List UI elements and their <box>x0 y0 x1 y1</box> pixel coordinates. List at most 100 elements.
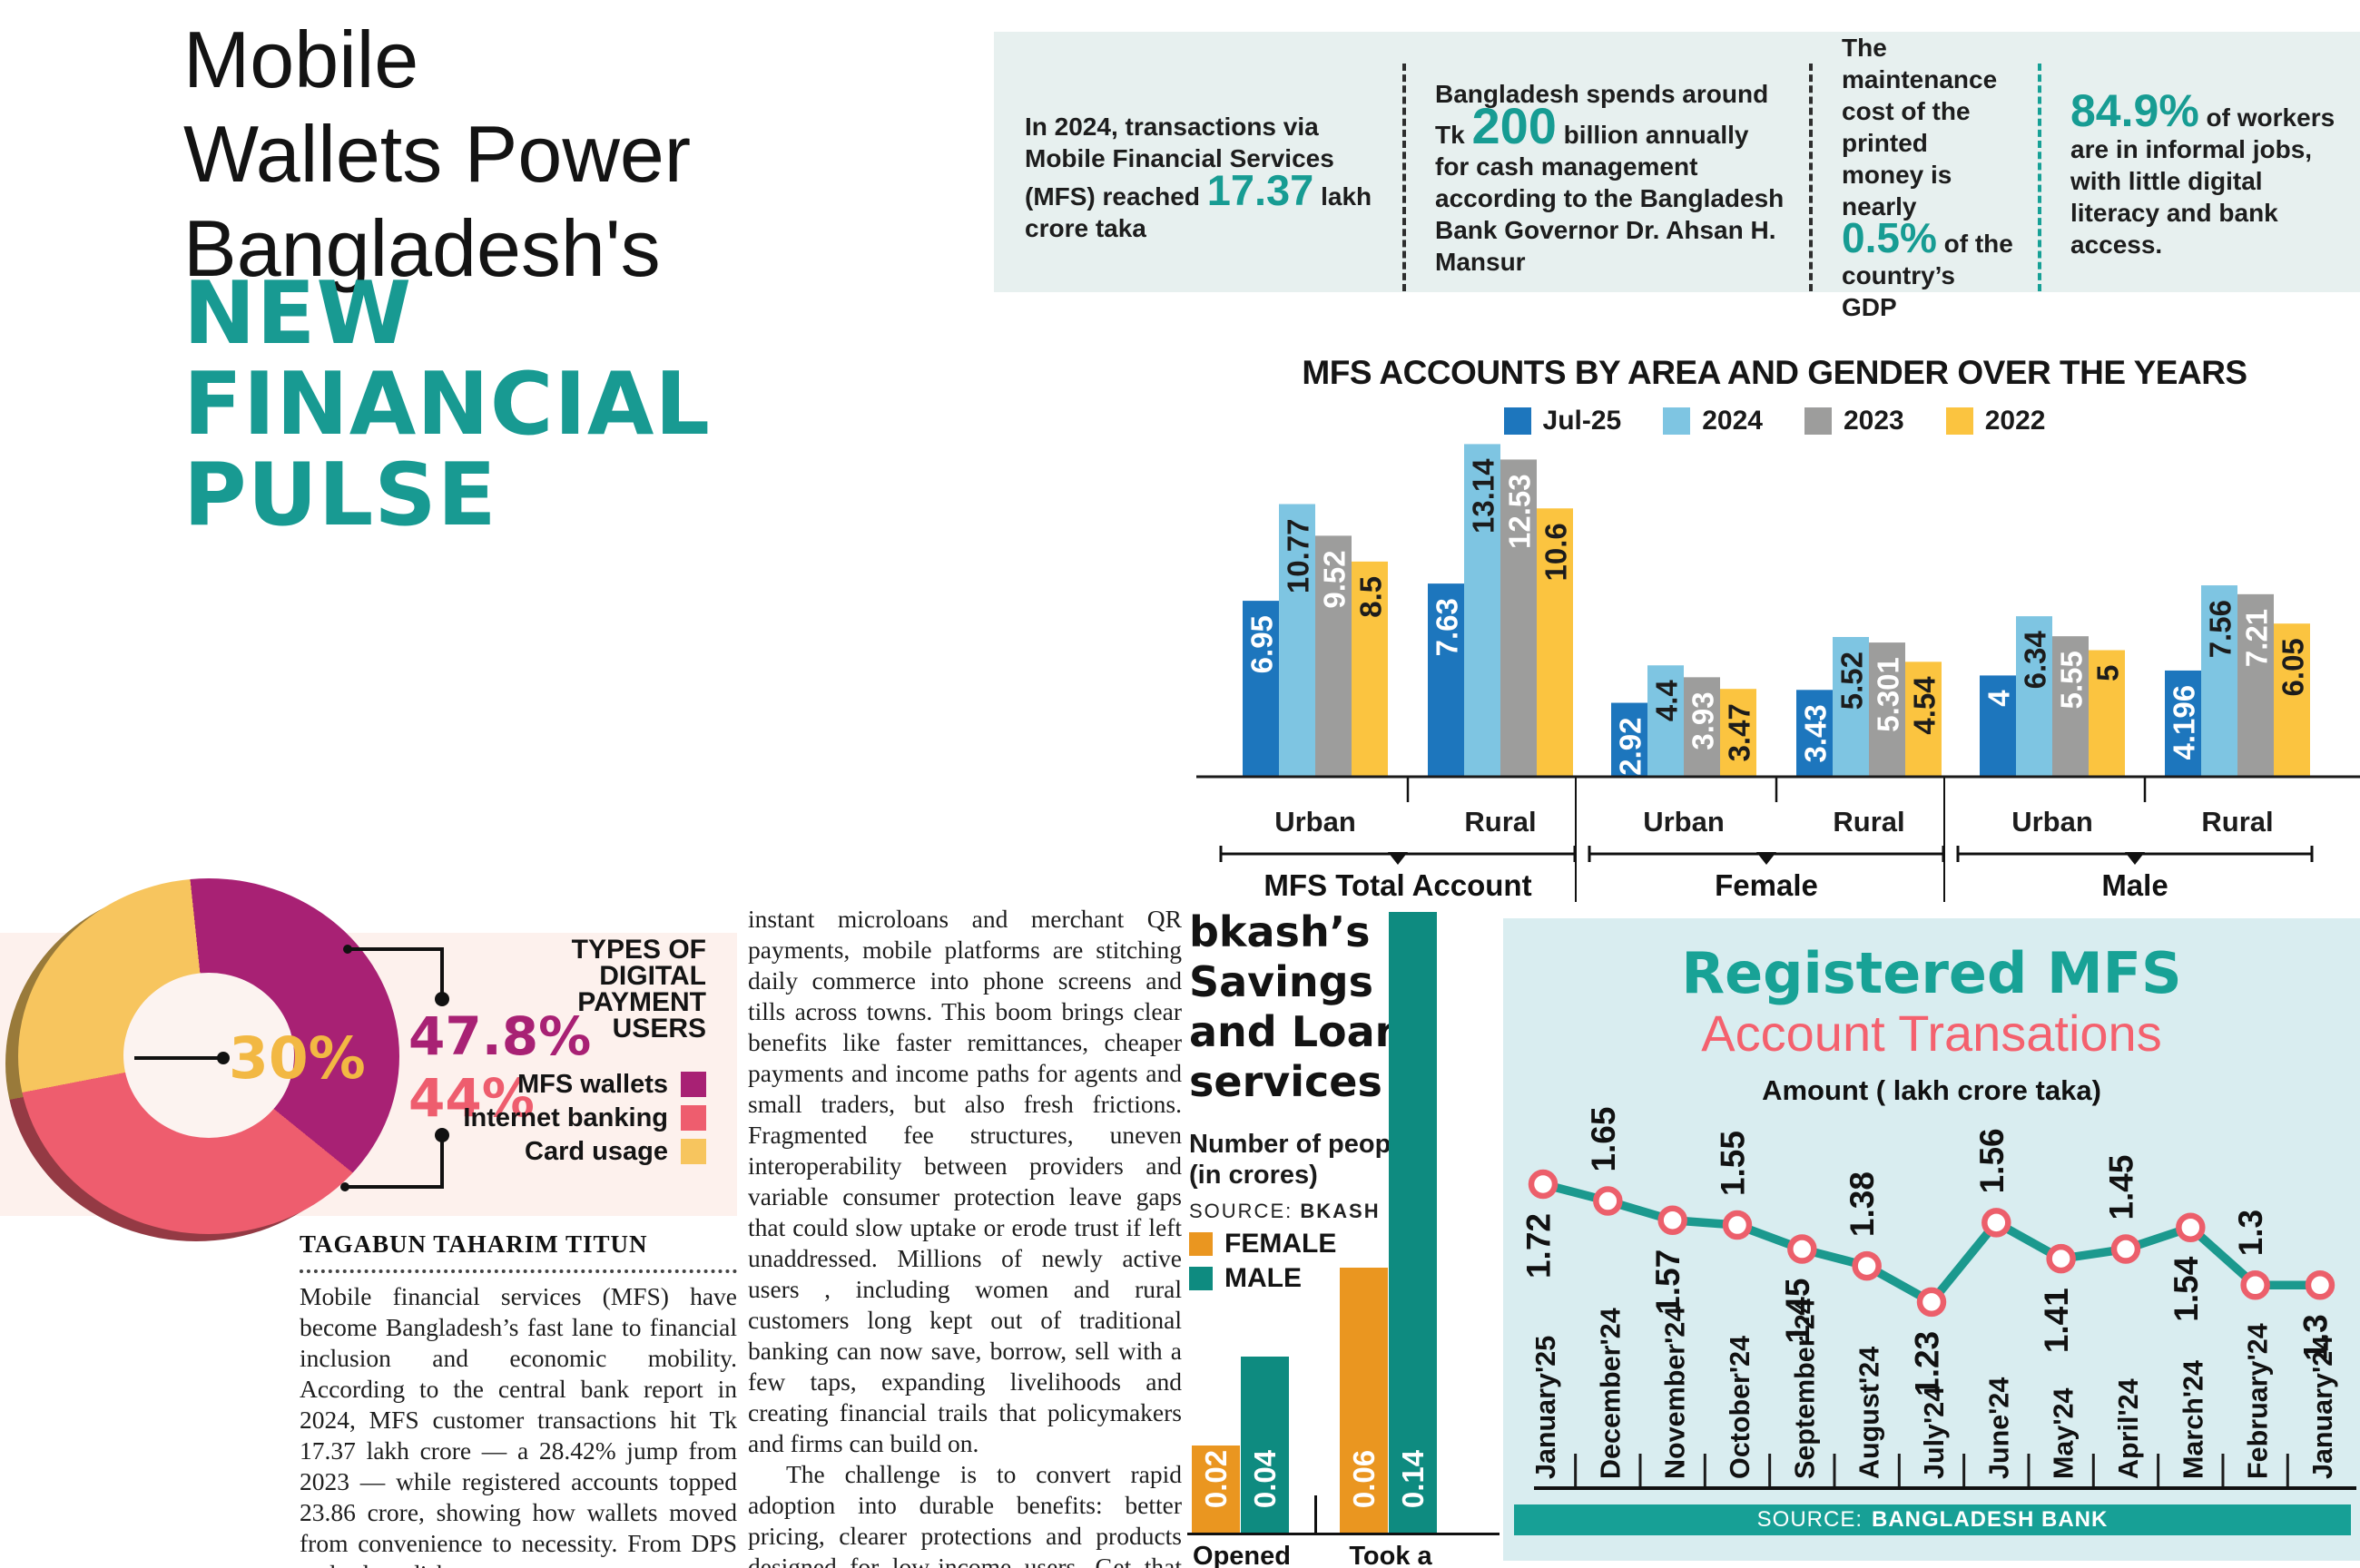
bkash-legend: FEMALE MALE <box>1189 1229 1336 1299</box>
month-label: May'24 <box>2049 1387 2080 1479</box>
axis-area-label: Rural <box>1833 806 1904 838</box>
stat-printed-money-cost: The maintenance cost of the printed mone… <box>1809 32 2040 323</box>
stat-highlight-number: 17.37 <box>1206 166 1314 214</box>
stat-text: billion annually for cash management acc… <box>1435 120 1785 276</box>
bracket-arrow <box>1756 852 1776 865</box>
legend-swatch <box>681 1072 706 1097</box>
donut-title-line: DIGITAL <box>599 961 706 991</box>
point-value-label: 1.38 <box>1844 1171 1881 1237</box>
key-stats-band: In 2024, transactions via Mobile Financi… <box>994 32 2360 321</box>
bkash-bar-male: 0.14 <box>1389 912 1437 1534</box>
bar-value-label: 5.52 <box>1835 652 1869 710</box>
registered-mfs-line-chart: January'25 December'24 November'24 October'… <box>1520 1107 2356 1490</box>
legend-label: 2022 <box>1984 406 2046 436</box>
donut-title: TYPES OF DIGITAL PAYMENT USERS <box>472 935 706 1043</box>
stat-highlight-number: 84.9% <box>2070 84 2199 136</box>
stat-text: lakh crore taka <box>1025 182 1372 242</box>
data-point <box>1593 1186 1623 1216</box>
leader-line-44 <box>345 1136 444 1189</box>
bkash-chart-subtitle: Number of people (in crores) <box>1189 1130 1413 1190</box>
point-value-label: 1.45 <box>1779 1279 1816 1344</box>
data-point <box>2240 1270 2270 1300</box>
article-paragraph: The challenge is to convert rapid adopti… <box>748 1460 1182 1568</box>
leader-dot <box>343 945 352 954</box>
legend-swatch <box>1804 407 1832 435</box>
bkash-bar-value-label: 0.04 <box>1247 1449 1282 1509</box>
group-label: Male <box>2101 868 2168 902</box>
bar-value-label: 4.54 <box>1908 676 1942 735</box>
month-label: January'25 <box>1530 1336 1561 1479</box>
leader-dot <box>435 1128 449 1142</box>
bar-value-label: 4.196 <box>2168 685 2201 760</box>
line-chart-source-banner: SOURCE: BANGLADESH BANK <box>1514 1504 2351 1535</box>
stat-mfs-transactions: In 2024, transactions via Mobile Financi… <box>994 32 1404 323</box>
point-value-label: 1.41 <box>2038 1288 2075 1353</box>
bar-2024 <box>2016 616 2052 777</box>
bkash-legend-row-male: MALE <box>1189 1263 1336 1293</box>
data-point <box>2176 1212 2206 1242</box>
donut-leader-lines <box>134 945 449 1191</box>
bar-value-label: 8.5 <box>1354 576 1388 618</box>
legend-swatch <box>1663 407 1691 435</box>
bar-value-label: 5.301 <box>1872 657 1905 732</box>
data-point <box>1722 1210 1753 1240</box>
bar-value-label: 3.43 <box>1799 704 1833 762</box>
line-chart-title: Registered MFS <box>1681 940 2182 1006</box>
bar-Jul-25 <box>1980 675 2016 777</box>
data-point <box>2046 1243 2076 1274</box>
bar-2023 <box>1315 535 1352 777</box>
source-name: BANGLADESH BANK <box>1872 1507 2109 1532</box>
article-column-2: instant microloans and merchant QR payme… <box>748 904 1182 1568</box>
bkash-axis-tick <box>1314 1495 1317 1533</box>
bar-value-label: 10.77 <box>1282 519 1315 594</box>
stat-highlight-number: 0.5% <box>1842 214 1937 261</box>
leader-dot <box>340 1182 349 1191</box>
stat-text: In 2024, transactions via Mobile Financi… <box>1025 113 1334 211</box>
bar-value-label: 7.63 <box>1431 598 1464 656</box>
bar-value-label: 6.05 <box>2276 638 2310 696</box>
point-value-label: 1.72 <box>1520 1213 1558 1279</box>
line-chart-background <box>1503 918 2360 1561</box>
legend-swatch <box>1503 407 1531 435</box>
group-label: MFS Total Account <box>1264 868 1531 902</box>
data-point <box>2305 1270 2335 1300</box>
bkash-bar-value-label: 0.02 <box>1198 1449 1233 1509</box>
bar-value-label: 6.34 <box>2019 630 2052 689</box>
donut-legend-row-card-usage: Card usage <box>381 1137 706 1166</box>
bar-2022 <box>1905 662 1942 777</box>
donut-value-internet-banking: 44% <box>408 1067 535 1129</box>
bkash-bar-female: 0.02 <box>1192 1446 1240 1534</box>
data-point <box>1916 1287 1947 1318</box>
stat-text: of the country’s GDP <box>1842 230 2013 321</box>
bar-2024 <box>1647 665 1684 777</box>
line-chart-subtitle: Account Transations <box>1701 1004 2162 1062</box>
axis-area-label: Rural <box>2201 806 2273 838</box>
masthead-title-line: Bangladesh's <box>183 203 661 293</box>
bar-value-label: 10.6 <box>1539 523 1573 581</box>
donut-title-line: TYPES OF <box>571 935 706 965</box>
line-chart-unit-label: Amount ( lakh crore taka) <box>1762 1074 2101 1106</box>
bar-value-label: 7.56 <box>2204 600 2237 658</box>
legend-label: Internet banking <box>463 1102 668 1132</box>
bar-Jul-25 <box>1796 690 1833 777</box>
masthead-accent-line: NEW <box>183 264 413 364</box>
masthead-accent-line: FINANCIAL <box>183 355 711 455</box>
bkash-x-axis <box>1187 1533 1500 1535</box>
axis-area-label: Urban <box>2011 806 2093 838</box>
masthead-title: Mobile Wallets Power Bangladesh's <box>183 13 873 296</box>
bar-value-label: 7.21 <box>2240 609 2274 667</box>
bar-chart-legend: Jul-25 2024 2023 2022 <box>1189 406 2360 436</box>
bar-value-label: 13.14 <box>1467 458 1500 534</box>
donut-legend: MFS wallets Internet banking Card usage <box>381 1069 706 1171</box>
bar-2023 <box>1684 677 1720 777</box>
masthead-accent-title: NEW FINANCIAL PULSE <box>183 269 891 541</box>
point-value-label: 1.23 <box>1908 1331 1945 1396</box>
masthead-accent-line: PULSE <box>183 446 497 545</box>
legend-swatch <box>1945 407 1973 435</box>
legend-swatch <box>681 1105 706 1131</box>
axis-area-label: Rural <box>1464 806 1536 838</box>
legend-label: MFS wallets <box>517 1069 668 1099</box>
source-name: BKASH <box>1300 1200 1381 1222</box>
